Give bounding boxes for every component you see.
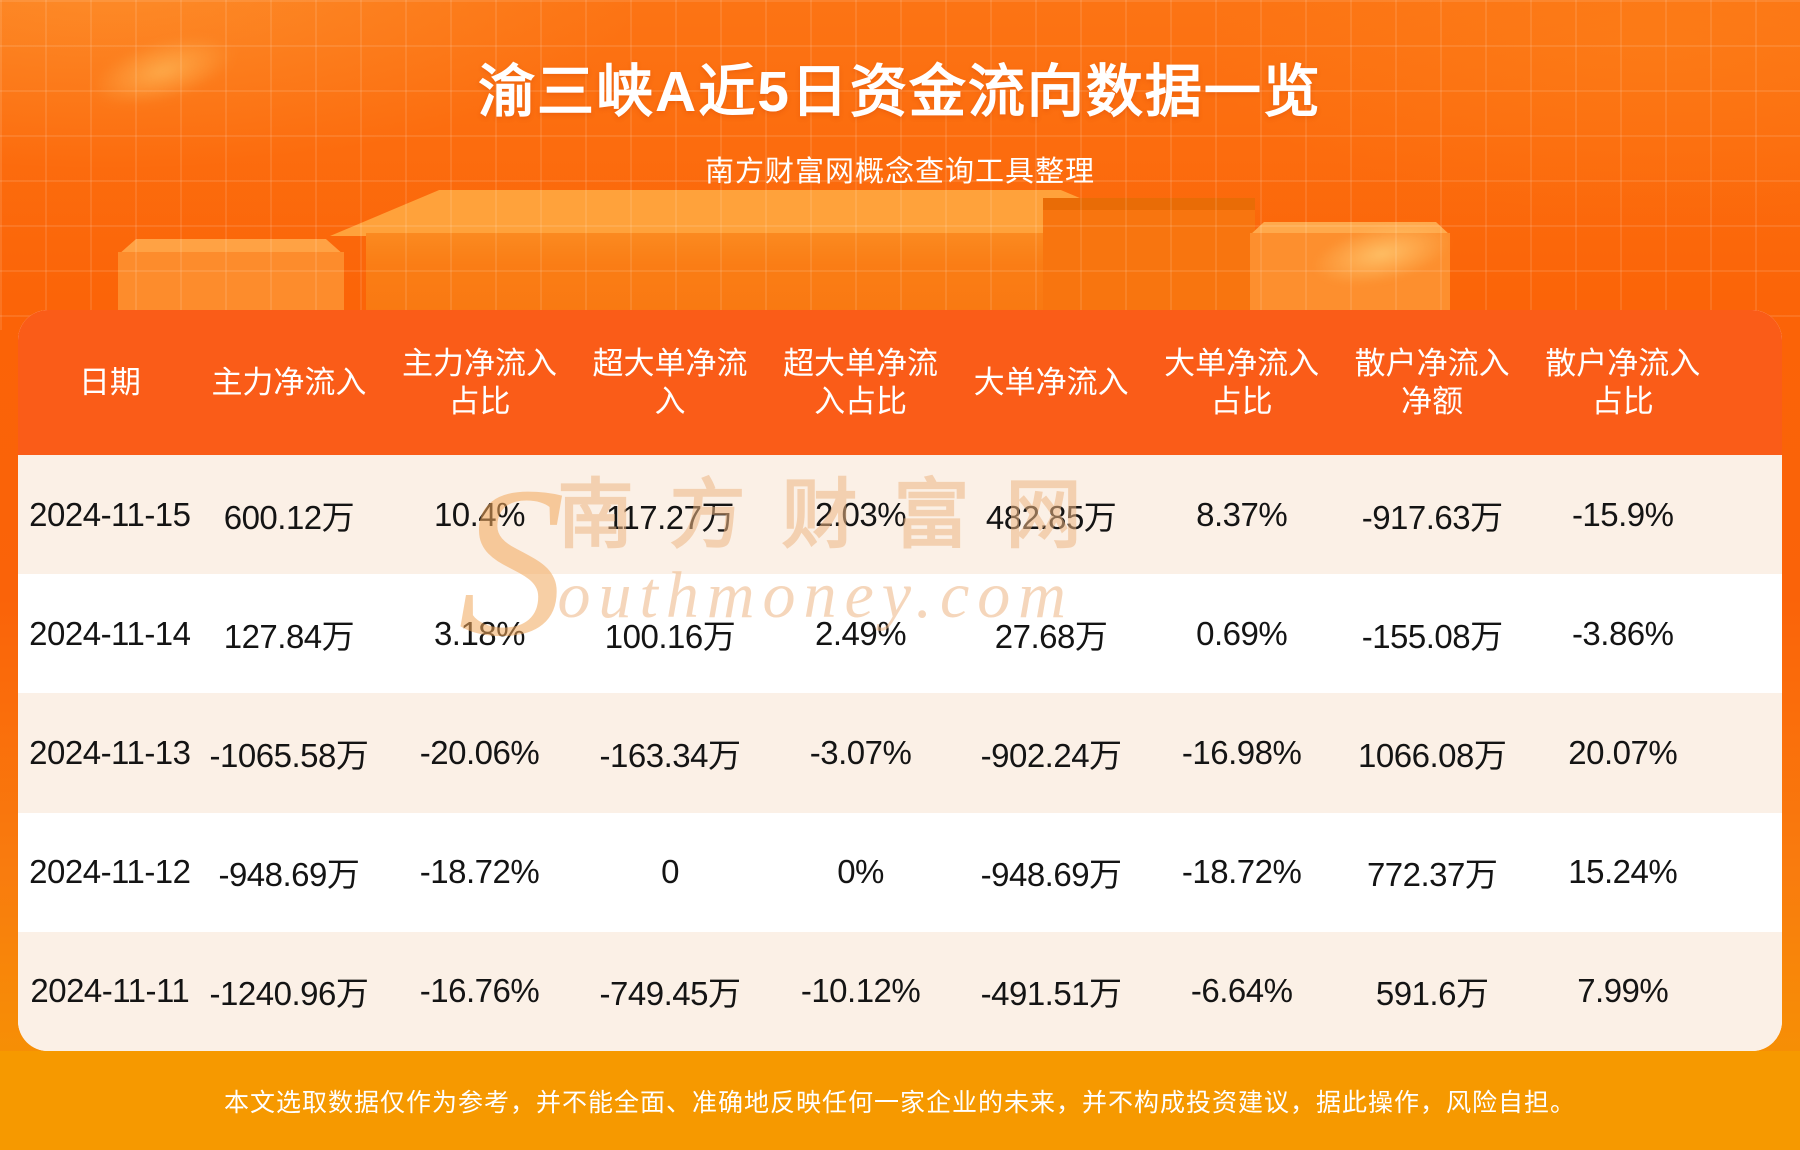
cell-main-net-inflow-pct: 3.18%: [433, 614, 526, 652]
cell-retail-net-inflow-pct: -3.86%: [1571, 614, 1674, 652]
table-row: 2024-11-15 600.12万 10.4% 117.27万 2.03% 482.85…: [18, 455, 1782, 575]
column-header-retail-net-inflow-pct: 散户净流入 占比: [1545, 345, 1701, 419]
podium-right-inner-top-face: [1043, 198, 1255, 212]
podium-left-top-face: [118, 239, 344, 255]
table-body: 2024-11-15 600.12万 10.4% 117.27万 2.03% 482.85…: [18, 455, 1782, 1051]
column-header-date: 日期: [78, 364, 141, 400]
cell-large-net-inflow-pct: -16.98%: [1181, 734, 1302, 771]
cell-main-net-inflow: 127.84万: [223, 617, 355, 655]
cell-main-net-inflow: -948.69万: [218, 856, 360, 894]
cell-large-net-inflow: -948.69万: [980, 856, 1122, 894]
cell-date: 2024-11-13: [29, 734, 191, 771]
cell-large-net-inflow-pct: 8.37%: [1196, 495, 1288, 533]
column-header-large-net-inflow-pct: 大单净流入 占比: [1164, 345, 1320, 419]
cell-large-net-inflow: 27.68万: [994, 617, 1108, 655]
cell-large-net-inflow-pct: 0.69%: [1196, 614, 1288, 652]
cell-super-large-net-inflow: -749.45万: [599, 975, 741, 1013]
subtitle: 南方财富网概念查询工具整理: [704, 156, 1095, 188]
cell-main-net-inflow: 600.12万: [223, 498, 355, 536]
cell-date: 2024-11-14: [29, 614, 191, 652]
column-header-main-net-inflow-pct: 主力净流入 占比: [401, 345, 557, 419]
cell-super-large-net-inflow-pct: 2.03%: [815, 495, 907, 533]
page-title: 渝三峡A近5日资金流向数据一览: [478, 60, 1322, 124]
table-header-row: 日期 主力净流入 主力净流入 占比 超大单净流 入超大单净流 入占比 大单净流入 大单净流…: [18, 310, 1782, 455]
cell-super-large-net-inflow-pct: -3.07%: [809, 734, 912, 771]
cell-super-large-net-inflow: 0: [661, 853, 679, 891]
cell-super-large-net-inflow: -163.34万: [599, 737, 741, 774]
table-row: 2024-11-12 -948.69万 -18.72% 0 0% -948.69万 -18.…: [18, 812, 1782, 932]
cell-main-net-inflow: -1065.58万: [209, 737, 369, 774]
cell-retail-net-inflow-amount: 772.37万: [1366, 856, 1498, 894]
cell-super-large-net-inflow: 100.16万: [604, 617, 736, 655]
cell-large-net-inflow: -902.24万: [980, 737, 1122, 774]
cell-main-net-inflow: -1240.96万: [209, 975, 369, 1013]
disclaimer-text: 本文选取数据仅作为参考，并不能全面、准确地反映任何一家企业的未来，并不构成投资建…: [223, 1088, 1576, 1117]
column-header-super-large-net-inflow: 超大单净流 入: [592, 345, 748, 419]
cell-retail-net-inflow-amount: -155.08万: [1361, 617, 1503, 655]
column-header-main-net-inflow: 主力净流入: [211, 364, 367, 400]
cell-large-net-inflow: 482.85万: [985, 498, 1117, 536]
cell-retail-net-inflow-amount: 1066.08万: [1358, 737, 1507, 774]
cell-super-large-net-inflow-pct: 0%: [837, 853, 884, 891]
cell-retail-net-inflow-amount: -917.63万: [1361, 498, 1503, 536]
table-row: 2024-11-11 -1240.96万 -16.76% -749.45万 -10.12…: [18, 931, 1782, 1051]
podium-right-inner-box: [1043, 210, 1255, 313]
cell-retail-net-inflow-pct: 20.07%: [1568, 734, 1678, 771]
podium-center-top-face: [330, 190, 1170, 236]
column-header-retail-net-inflow-amount: 散户净流入 净额: [1354, 345, 1510, 419]
podium-left-box: [118, 252, 344, 313]
cell-main-net-inflow-pct: -20.06%: [419, 734, 540, 771]
cell-large-net-inflow-pct: -18.72%: [1181, 853, 1302, 891]
fund-flow-table: 日期 主力净流入 主力净流入 占比 超大单净流 入超大单净流 入占比 大单净流入 大单净流…: [18, 310, 1782, 1051]
table-row: 2024-11-13 -1065.58万 -20.06% -163.34万 -3.07%…: [18, 693, 1782, 813]
cell-date: 2024-11-12: [29, 853, 191, 891]
cell-date: 2024-11-11: [30, 972, 190, 1010]
table-row: 2024-11-14 127.84万 3.18% 100.16万 2.49% 27.68万…: [18, 574, 1782, 694]
column-header-super-large-net-inflow-pct: 超大单净流 入占比: [783, 345, 939, 419]
cell-large-net-inflow: -491.51万: [980, 975, 1122, 1013]
cell-retail-net-inflow-amount: 591.6万: [1375, 975, 1489, 1013]
footer-band: 本文选取数据仅作为参考，并不能全面、准确地反映任何一家企业的未来，并不构成投资建…: [0, 1051, 1800, 1150]
cell-main-net-inflow-pct: 10.4%: [433, 495, 526, 533]
cell-super-large-net-inflow: 117.27万: [606, 498, 735, 536]
cell-retail-net-inflow-pct: 15.24%: [1568, 853, 1678, 891]
podium-right-outer-box: [1250, 233, 1450, 313]
cell-super-large-net-inflow-pct: 2.49%: [815, 614, 907, 652]
cell-date: 2024-11-15: [29, 495, 191, 533]
podium-center-box: [366, 233, 1134, 313]
cell-main-net-inflow-pct: -18.72%: [419, 853, 540, 891]
cell-retail-net-inflow-pct: 7.99%: [1577, 972, 1669, 1010]
cell-large-net-inflow-pct: -6.64%: [1190, 972, 1293, 1010]
cell-main-net-inflow-pct: -16.76%: [419, 972, 540, 1010]
cell-retail-net-inflow-pct: -15.9%: [1571, 495, 1674, 533]
cell-super-large-net-inflow-pct: -10.12%: [800, 972, 921, 1010]
column-header-large-net-inflow: 大单净流入: [973, 364, 1129, 400]
